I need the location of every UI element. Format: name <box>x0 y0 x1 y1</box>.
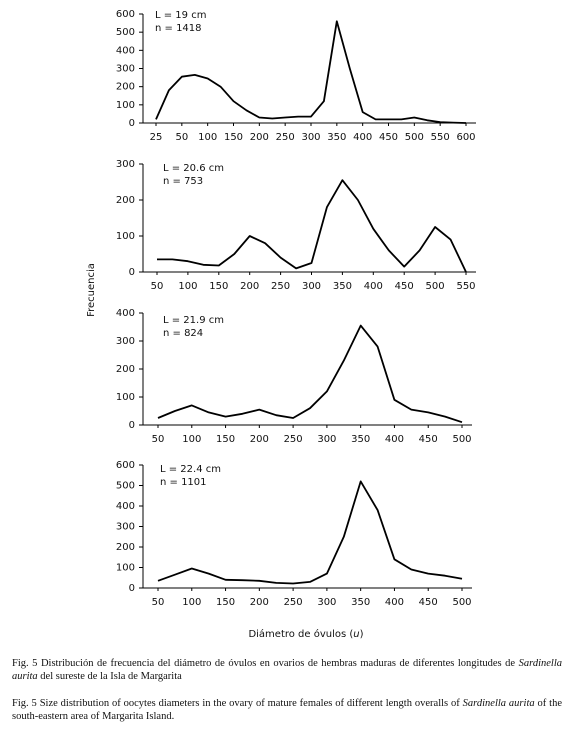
x-tick-label: 350 <box>351 434 370 445</box>
y-tick-label: 200 <box>116 364 135 375</box>
y-tick-label: 400 <box>116 501 135 512</box>
x-tick-label: 50 <box>152 434 165 445</box>
x-tick-label: 25 <box>150 132 163 143</box>
x-tick-label: 300 <box>317 597 336 608</box>
x-tick-label: 400 <box>364 281 383 292</box>
x-tick-label: 450 <box>395 281 414 292</box>
y-tick-label: 100 <box>116 231 135 242</box>
x-tick-label: 300 <box>317 434 336 445</box>
y-tick-label: 500 <box>116 27 135 38</box>
x-tick-label: 500 <box>452 434 471 445</box>
y-tick-label: 200 <box>116 82 135 93</box>
x-tick-label: 500 <box>452 597 471 608</box>
x-tick-label: 450 <box>419 597 438 608</box>
x-tick-label: 150 <box>224 132 243 143</box>
y-tick-label: 0 <box>129 583 135 594</box>
x-tick-label: 600 <box>456 132 475 143</box>
data-line <box>157 324 463 424</box>
data-line <box>157 179 467 273</box>
y-tick-label: 100 <box>116 100 135 111</box>
y-tick-label: 300 <box>116 336 135 347</box>
x-tick-label: 250 <box>284 434 303 445</box>
x-tick-label: 250 <box>284 597 303 608</box>
x-tick-label: 200 <box>240 281 259 292</box>
x-tick-label: 450 <box>419 434 438 445</box>
y-tick-label: 0 <box>129 118 135 129</box>
y-tick-label: 0 <box>129 267 135 278</box>
x-tick-label: 150 <box>216 597 235 608</box>
x-tick-label: 300 <box>302 281 321 292</box>
y-tick-label: 200 <box>116 195 135 206</box>
x-tick-label: 400 <box>353 132 372 143</box>
x-axis-label: Diámetro de óvulos (u) <box>248 628 363 640</box>
figure: Frecuencia Diámetro de óvulos (u) 0 100 20… <box>86 9 476 640</box>
y-tick-label: 400 <box>116 308 135 319</box>
x-tick-label: 450 <box>379 132 398 143</box>
x-tick-label: 350 <box>333 281 352 292</box>
x-tick-label: 150 <box>209 281 228 292</box>
x-tick-label: 250 <box>271 281 290 292</box>
x-tick-label: 200 <box>250 132 269 143</box>
x-tick-label: 100 <box>182 434 201 445</box>
data-line <box>155 20 467 124</box>
annotation: L = 20.6 cm <box>163 163 224 174</box>
annotation: n = 753 <box>163 176 203 187</box>
y-tick-label: 300 <box>116 159 135 170</box>
y-tick-label: 400 <box>116 45 135 56</box>
y-tick-label: 0 <box>129 420 135 431</box>
y-tick-label: 600 <box>116 9 135 20</box>
y-tick-label: 100 <box>116 563 135 574</box>
caption-es: Fig. 5 Distribución de frecuencia del di… <box>12 657 562 683</box>
x-tick-label: 150 <box>216 434 235 445</box>
x-tick-label: 100 <box>182 597 201 608</box>
x-tick-label: 500 <box>426 281 445 292</box>
x-tick-label: 550 <box>431 132 450 143</box>
annotation: n = 1418 <box>155 23 202 34</box>
annotation: n = 1101 <box>160 477 207 488</box>
x-tick-label: 350 <box>327 132 346 143</box>
annotation: n = 824 <box>163 328 203 339</box>
caption-text: of the south-eastern area of Margarita I… <box>12 698 562 722</box>
x-tick-label: 250 <box>276 132 295 143</box>
x-tick-label: 50 <box>175 132 188 143</box>
caption-en: Fig. 5 Size distribution of oocytes diam… <box>12 697 562 723</box>
x-tick-label: 350 <box>351 597 370 608</box>
caption-text: del sureste de la Isla de Margarita <box>37 671 182 682</box>
x-label-text: Diámetro de óvulos ( <box>248 628 353 640</box>
caption-species: Sardinella aurita <box>12 658 562 682</box>
y-tick-label: 200 <box>116 542 135 553</box>
y-tick-label: 300 <box>116 64 135 75</box>
caption-text: Fig. 5 Distribución de frecuencia del di… <box>12 658 519 669</box>
caption-species: Sardinella aurita <box>462 698 535 709</box>
x-tick-label: 550 <box>456 281 475 292</box>
y-axis-label: Frecuencia <box>86 263 97 317</box>
x-tick-label: 100 <box>178 281 197 292</box>
data-line <box>157 480 463 585</box>
x-tick-label: 400 <box>385 597 404 608</box>
y-tick-label: 500 <box>116 481 135 492</box>
x-tick-label: 50 <box>152 597 165 608</box>
x-tick-label: 100 <box>198 132 217 143</box>
x-tick-label: 200 <box>250 434 269 445</box>
x-tick-label: 500 <box>405 132 424 143</box>
x-tick-label: 400 <box>385 434 404 445</box>
x-label-unit: u <box>353 629 359 640</box>
caption-text: Fig. 5 Size distribution of oocytes diam… <box>12 698 463 709</box>
y-tick-label: 600 <box>116 460 135 471</box>
y-tick-label: 100 <box>116 392 135 403</box>
x-tick-label: 300 <box>301 132 320 143</box>
x-tick-label: 50 <box>151 281 164 292</box>
y-tick-label: 300 <box>116 522 135 533</box>
x-tick-label: 200 <box>250 597 269 608</box>
x-label-text: ) <box>360 629 364 640</box>
annotation: L = 21.9 cm <box>163 315 224 326</box>
annotation: L = 19 cm <box>155 10 206 21</box>
annotation: L = 22.4 cm <box>160 464 221 475</box>
